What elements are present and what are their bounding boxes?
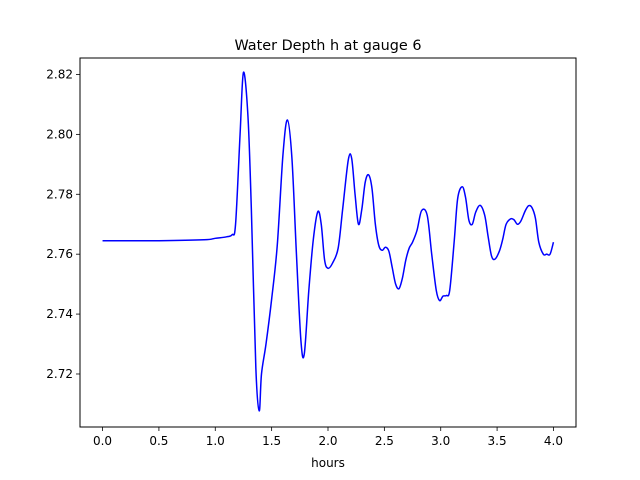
x-tick-label: 2.5 [375,434,394,448]
x-tick-label: 0.0 [93,434,112,448]
chart-title: Water Depth h at gauge 6 [234,38,421,54]
x-tick-label: 4.0 [544,434,563,448]
x-axis-label: hours [311,456,345,470]
y-tick-label: 2.80 [46,127,73,141]
x-tick-label: 3.5 [488,434,507,448]
y-tick-label: 2.82 [46,67,73,81]
y-tick-label: 2.72 [46,367,73,381]
y-axis: 2.72 2.74 2.76 2.78 2.80 2.82 [46,67,80,381]
y-tick-label: 2.76 [46,247,73,261]
x-tick-label: 2.0 [318,434,337,448]
x-tick-label: 1.5 [262,434,281,448]
y-tick-label: 2.78 [46,187,73,201]
series-line [102,71,555,412]
y-tick-label: 2.74 [46,307,73,321]
x-axis: 0.0 0.5 1.0 1.5 2.0 2.5 3.0 3.5 4.0 [93,427,563,448]
series-layer [102,71,555,412]
x-tick-label: 0.5 [149,434,168,448]
x-tick-label: 3.0 [431,434,450,448]
x-tick-label: 1.0 [206,434,225,448]
